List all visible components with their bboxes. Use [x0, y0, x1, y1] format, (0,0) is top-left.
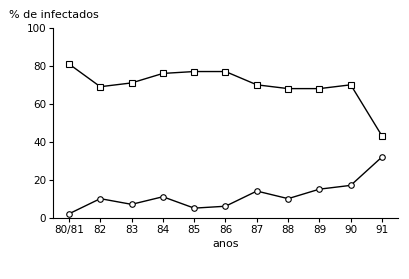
Importados: [347, 184, 352, 187]
Autóctones PT: [160, 72, 165, 75]
Importados: [160, 195, 165, 198]
Importados: [129, 203, 134, 206]
Importados: [254, 189, 258, 193]
Importados: [222, 205, 227, 208]
Autóctones PT: [222, 70, 227, 73]
Line: Autóctones PT: Autóctones PT: [66, 61, 384, 139]
Importados: [316, 187, 321, 191]
Autóctones PT: [191, 70, 196, 73]
Importados: [379, 155, 384, 158]
Importados: [285, 197, 290, 200]
Autóctones PT: [285, 87, 290, 90]
Autóctones PT: [254, 83, 258, 86]
Autóctones PT: [66, 62, 71, 66]
Text: % de infectados: % de infectados: [9, 10, 98, 20]
Autóctones PT: [316, 87, 321, 90]
Autóctones PT: [347, 83, 352, 86]
Autóctones PT: [98, 85, 103, 88]
Importados: [98, 197, 103, 200]
Importados: [191, 206, 196, 210]
X-axis label: anos: anos: [212, 239, 238, 249]
Autóctones PT: [129, 81, 134, 85]
Importados: [66, 212, 71, 215]
Autóctones PT: [379, 134, 384, 138]
Line: Importados: Importados: [66, 154, 384, 217]
